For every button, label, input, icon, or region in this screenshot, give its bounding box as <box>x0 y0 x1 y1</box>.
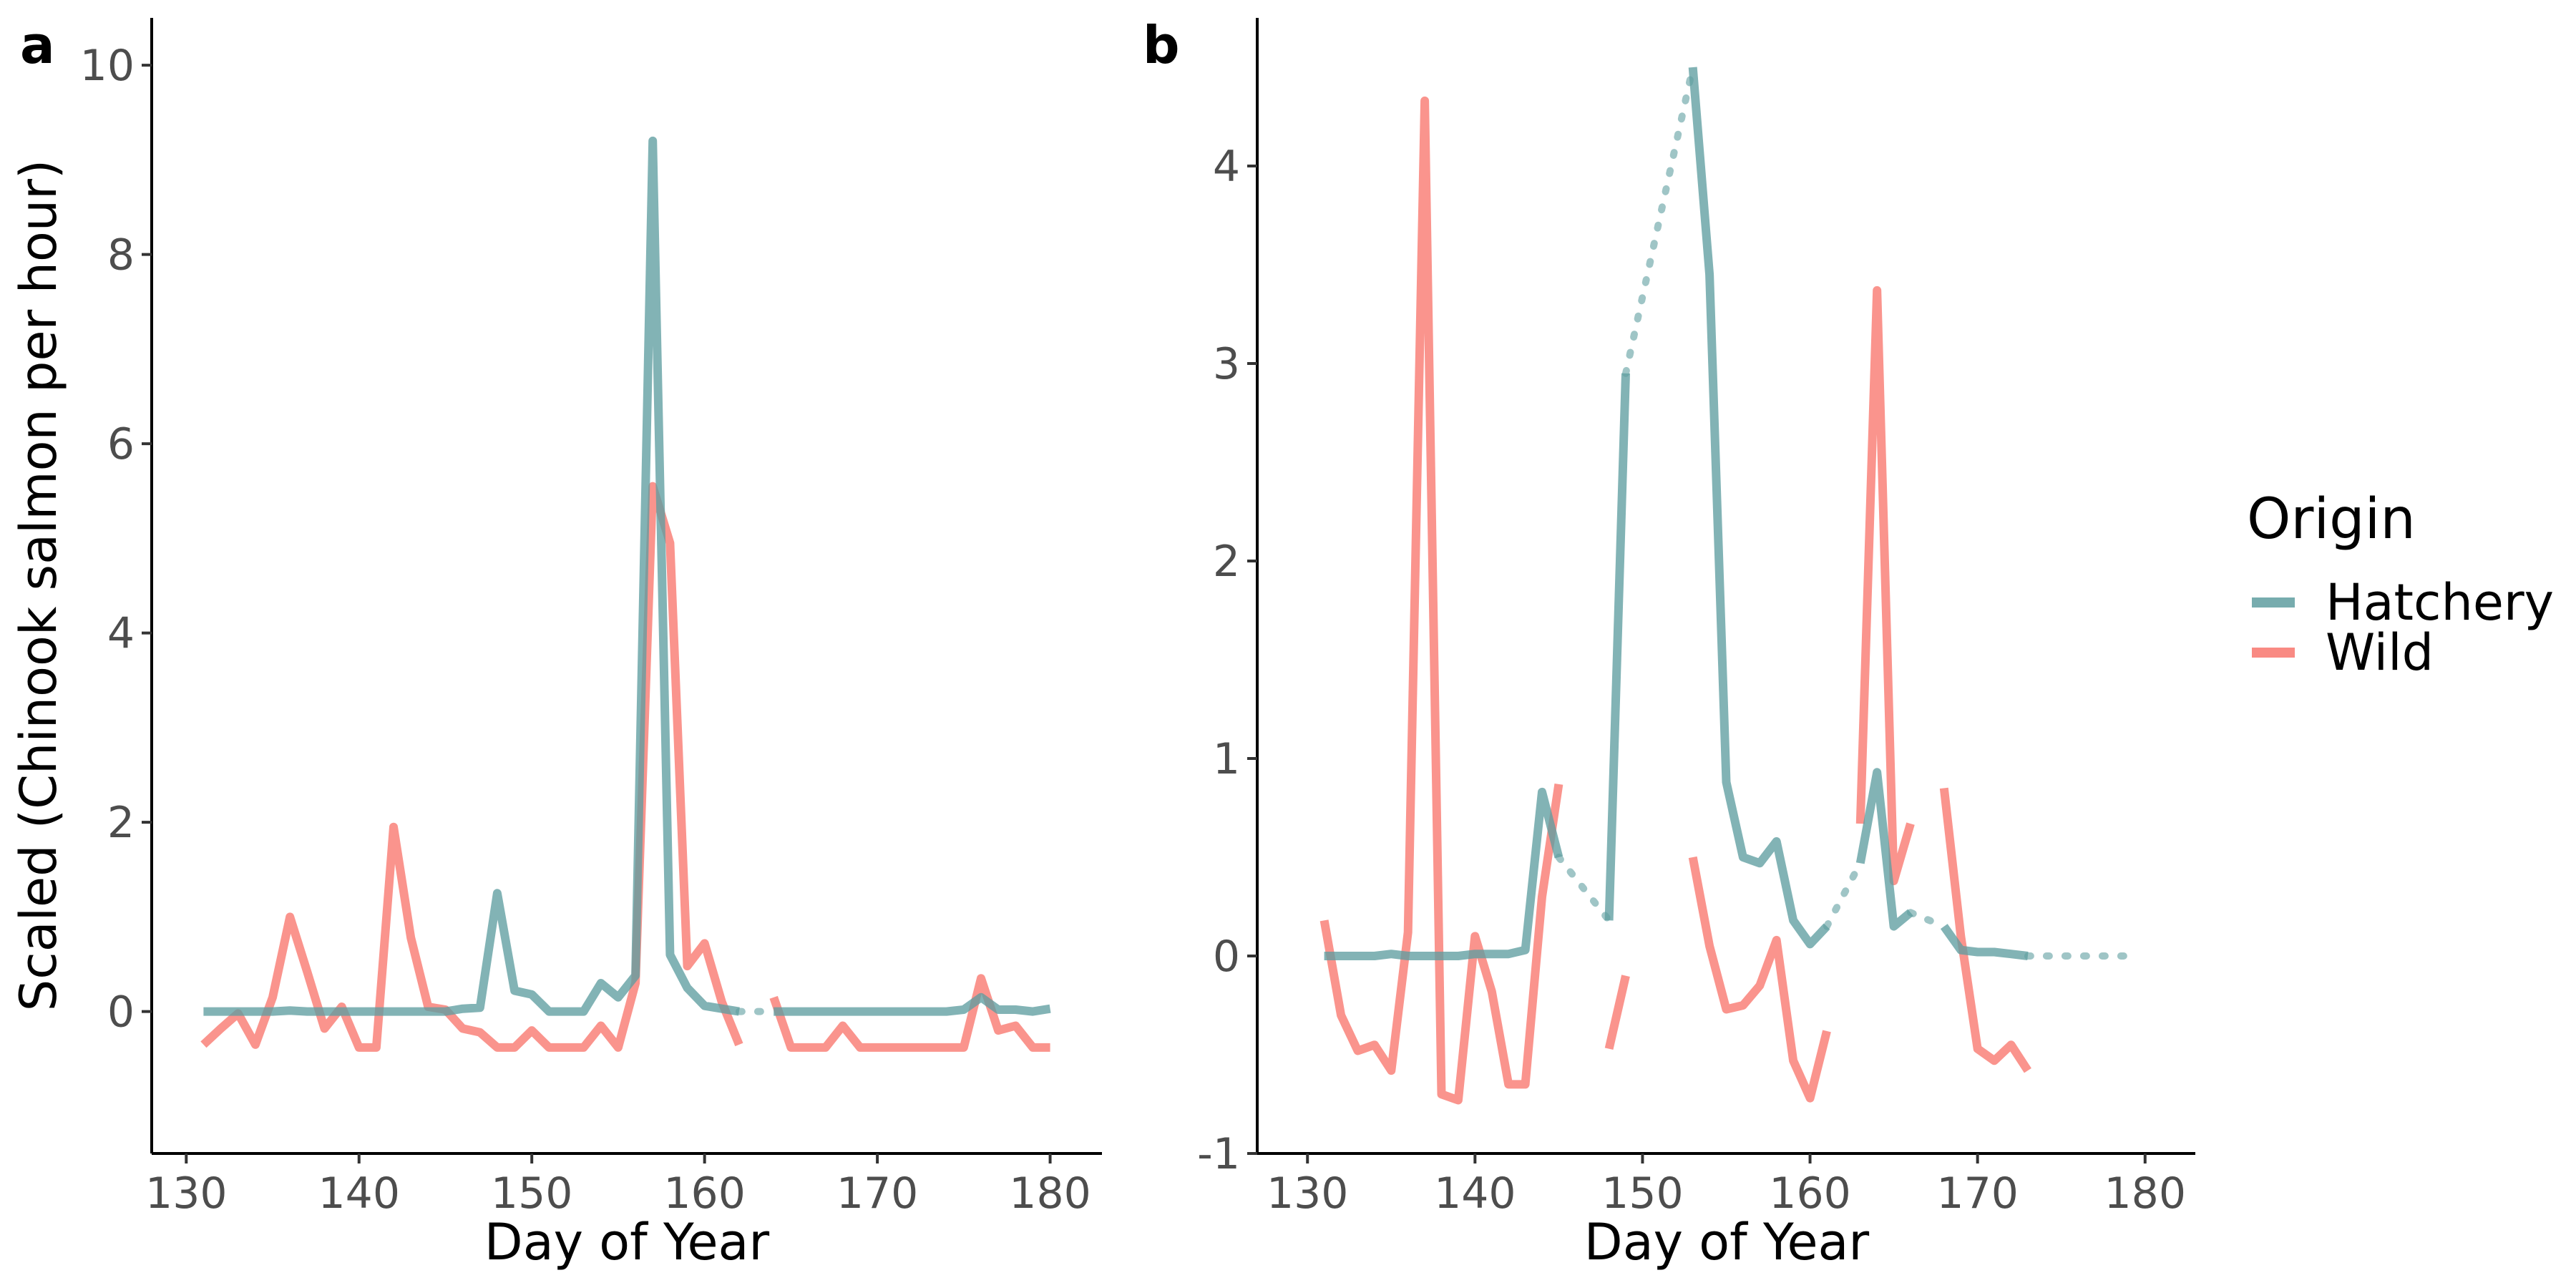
panel-b-wild-solid-line-0 <box>1319 96 1563 1105</box>
panel-a-y-tick-label-8: 8 <box>107 230 135 280</box>
panel-a-y-tick-label-0: 0 <box>107 987 135 1038</box>
panel-b-x-tick-label-150: 150 <box>1601 1169 1684 1219</box>
panel-b-hatchery-solid-line-2 <box>1688 67 1830 949</box>
panel-a-x-ticks: 130 140 150 160 170 180 <box>145 1153 1091 1219</box>
panel-b-hatchery-solid-line-3 <box>1855 768 1913 931</box>
legend-title: Origin <box>2247 487 2416 552</box>
panel-b-y-ticks: -1 0 1 2 3 4 <box>1197 142 1257 1179</box>
panel-a-y-tick-label-10: 10 <box>80 41 135 91</box>
panel-b-hatchery-dotted-line-0 <box>1555 854 1613 924</box>
panel-b-wild-solid-line-3 <box>1855 286 1915 886</box>
panel-b-wild-solid-line-1 <box>1604 975 1630 1050</box>
panel-a-series <box>200 136 1051 1052</box>
panel-b-hatchery-solid-line-1 <box>1604 373 1630 921</box>
panel-b-wild-solid-line-2 <box>1688 856 1831 1103</box>
panel-a-y-tick-label-4: 4 <box>107 609 135 659</box>
panel-b-y-tick-label-2: 2 <box>1213 537 1240 587</box>
panel-a-y-ticks: 0 2 4 6 8 10 <box>80 41 152 1038</box>
panel-b-hatchery-dotted-line-1 <box>1622 64 1697 377</box>
legend-label-hatchery: Hatchery <box>2326 573 2554 632</box>
panel-b-y-tick-label-0: 0 <box>1213 932 1240 982</box>
panel-b-x-tick-label-170: 170 <box>1936 1169 2019 1219</box>
panel-a-y-tick-label-6: 6 <box>107 419 135 469</box>
panel-b-wild-solid-line-4 <box>1939 787 2031 1073</box>
panel-a-y-tick-label-2: 2 <box>107 798 135 848</box>
panel-b-x-axis-title: Day of Year <box>1584 1213 1870 1272</box>
panel-a-wild-solid-line-0 <box>200 482 743 1052</box>
panel-a-x-tick-label-160: 160 <box>663 1169 746 1219</box>
panel-b-x-tick-label-160: 160 <box>1769 1169 1851 1219</box>
panel-a-y-axis-title: Scaled (Chinook salmon per hour) <box>9 160 68 1011</box>
panel-a-x-tick-label-130: 130 <box>145 1169 228 1219</box>
panel-b-y-tick-label-3: 3 <box>1213 339 1240 389</box>
panel-b-x-tick-label-130: 130 <box>1267 1169 1349 1219</box>
panel-a-hatchery-solid-line-1 <box>774 992 1051 1016</box>
panel-b-hatchery-dotted-line-3 <box>1907 909 1948 930</box>
panel-b-tag: b <box>1143 15 1180 75</box>
panel-a-x-tick-label-150: 150 <box>491 1169 573 1219</box>
panel-b-hatchery-dotted-line-2 <box>1823 859 1864 930</box>
panel-a-x-tick-label-180: 180 <box>1009 1169 1091 1219</box>
panel-a-x-axis-title: Day of Year <box>484 1213 770 1272</box>
legend: Origin Hatchery Wild <box>2247 487 2554 682</box>
legend-label-wild: Wild <box>2326 623 2434 682</box>
panel-b-x-tick-label-140: 140 <box>1434 1169 1516 1219</box>
panel-a: a 130 140 150 160 170 180 0 2 4 6 8 10 Day of Year… <box>9 15 1102 1272</box>
panel-a-wild-solid-line-1 <box>769 974 1050 1052</box>
panel-b-hatchery-solid-line-0 <box>1324 787 1563 960</box>
panel-b-series <box>1319 64 2132 1105</box>
panel-a-tag: a <box>20 15 55 75</box>
panel-a-x-tick-label-170: 170 <box>836 1169 919 1219</box>
panel-b-hatchery-solid-line-4 <box>1940 924 2029 960</box>
panel-b-y-tick-label-4: 4 <box>1213 142 1240 192</box>
panel-b-y-tick-label--1: -1 <box>1197 1129 1240 1179</box>
panel-b-x-ticks: 130 140 150 160 170 180 <box>1267 1153 2186 1219</box>
panel-b-x-tick-label-180: 180 <box>2104 1169 2187 1219</box>
panel-b-y-tick-label-1: 1 <box>1213 734 1240 784</box>
panel-a-hatchery-solid-line-0 <box>203 136 740 1016</box>
panel-b: b 130 140 150 160 170 180 -1 0 1 2 3 4 Day of Year <box>1143 15 2195 1272</box>
panel-a-x-tick-label-140: 140 <box>318 1169 400 1219</box>
